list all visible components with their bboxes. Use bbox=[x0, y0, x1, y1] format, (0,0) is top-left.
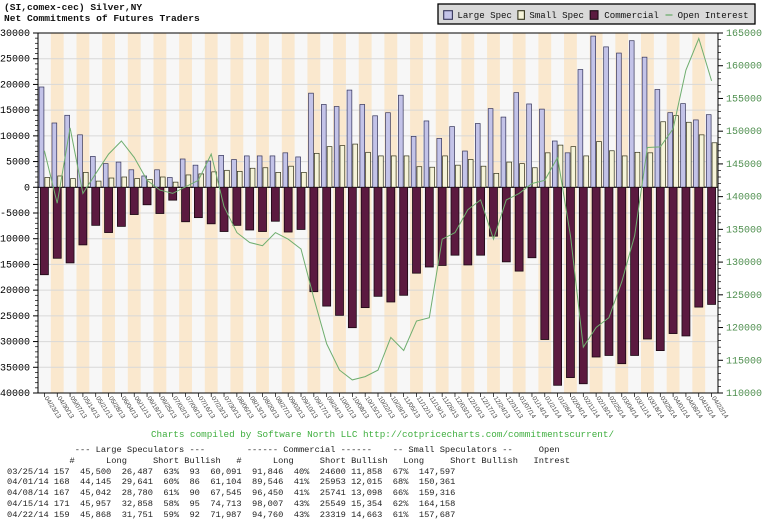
svg-text:130000: 130000 bbox=[726, 258, 762, 269]
svg-text:-30000: -30000 bbox=[0, 338, 30, 349]
svg-text:110000: 110000 bbox=[726, 389, 762, 400]
svg-text:5000: 5000 bbox=[6, 158, 30, 169]
svg-text:25000: 25000 bbox=[0, 55, 30, 66]
svg-text:-40000: -40000 bbox=[0, 389, 30, 400]
svg-text:120000: 120000 bbox=[726, 324, 762, 335]
svg-text:Commercial: Commercial bbox=[604, 10, 659, 21]
svg-text:Small Spec: Small Spec bbox=[529, 10, 584, 21]
svg-text:-35000: -35000 bbox=[0, 363, 30, 374]
svg-text:165000: 165000 bbox=[726, 29, 762, 40]
svg-text:155000: 155000 bbox=[726, 94, 762, 105]
svg-text:0: 0 bbox=[24, 183, 30, 194]
svg-text:-5000: -5000 bbox=[0, 209, 30, 220]
svg-text:140000: 140000 bbox=[726, 193, 762, 204]
svg-text:115000: 115000 bbox=[726, 356, 762, 367]
svg-text:Open Interest: Open Interest bbox=[678, 10, 749, 21]
svg-text:-20000: -20000 bbox=[0, 286, 30, 297]
svg-text:10000: 10000 bbox=[0, 132, 30, 143]
svg-text:-10000: -10000 bbox=[0, 235, 30, 246]
svg-text:15000: 15000 bbox=[0, 106, 30, 117]
svg-text:135000: 135000 bbox=[726, 225, 762, 236]
svg-text:20000: 20000 bbox=[0, 80, 30, 91]
svg-text:125000: 125000 bbox=[726, 291, 762, 302]
svg-text:150000: 150000 bbox=[726, 127, 762, 138]
svg-text:-25000: -25000 bbox=[0, 312, 30, 323]
svg-text:-15000: -15000 bbox=[0, 260, 30, 271]
svg-text:160000: 160000 bbox=[726, 62, 762, 73]
svg-text:Large Spec: Large Spec bbox=[457, 10, 512, 21]
svg-text:145000: 145000 bbox=[726, 160, 762, 171]
svg-text:30000: 30000 bbox=[0, 29, 30, 40]
